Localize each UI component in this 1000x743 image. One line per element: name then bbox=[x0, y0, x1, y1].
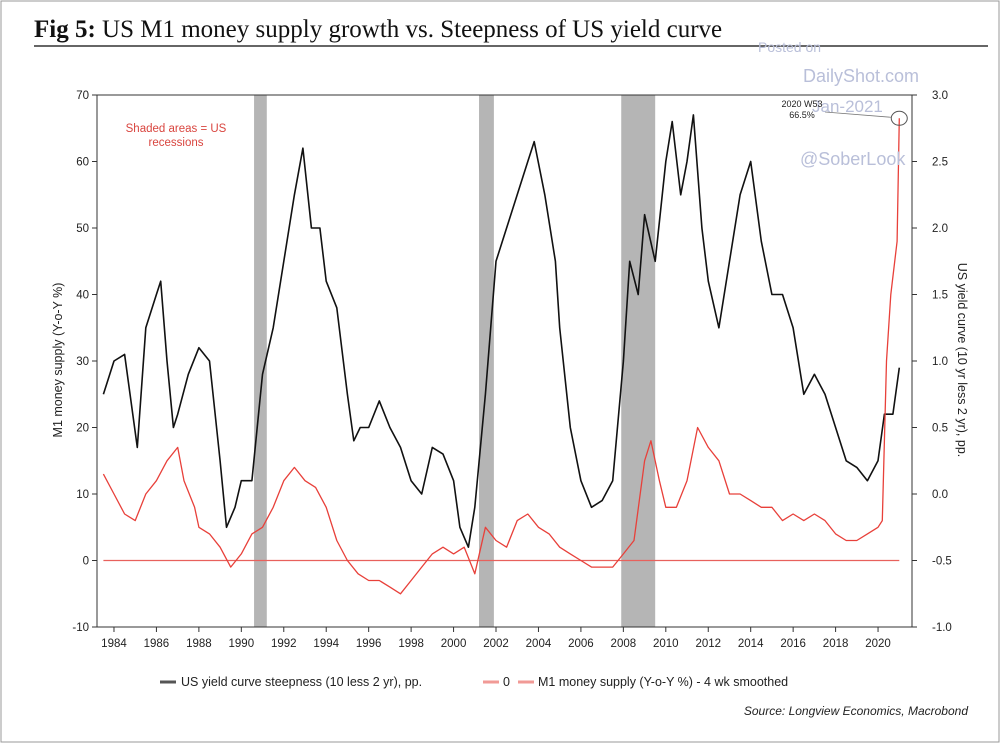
y-left-tick-label: 10 bbox=[76, 489, 89, 501]
y-axis-right-label: US yield curve (10 yr less 2 yr), pp. bbox=[955, 263, 969, 458]
watermark-site: DailyShot.com bbox=[803, 66, 919, 86]
y-right-tick-label: 2.0 bbox=[932, 223, 948, 235]
plot-area: 706050403020100-103.02.52.01.51.00.50.0-… bbox=[72, 90, 951, 650]
y-left-tick-label: 40 bbox=[76, 290, 89, 302]
annotation-leader bbox=[824, 111, 892, 118]
x-tick-label: 2008 bbox=[611, 638, 637, 650]
watermark-handle: @SoberLook bbox=[800, 149, 906, 169]
plot-frame bbox=[96, 94, 913, 628]
watermark-date: Jan-2021 bbox=[812, 97, 883, 116]
legend-label-m1: M1 money supply (Y-o-Y %) - 4 wk smoothe… bbox=[538, 675, 788, 689]
x-tick-label: 2000 bbox=[441, 638, 467, 650]
x-tick-label: 1988 bbox=[186, 638, 212, 650]
y-right-tick-label: 1.5 bbox=[932, 290, 948, 302]
x-tick-label: 2002 bbox=[483, 638, 509, 650]
watermark-posted: Posted on bbox=[758, 39, 821, 55]
x-tick-label: 2018 bbox=[823, 638, 849, 650]
y-left-tick-label: 50 bbox=[76, 223, 89, 235]
shading-annotation: Shaded areas = US recessions bbox=[126, 123, 227, 149]
point-annotation-label2: 66.5% bbox=[789, 110, 815, 120]
title-text: US M1 money supply growth vs. Steepness … bbox=[102, 16, 722, 43]
y-right-tick-label: -1.0 bbox=[932, 622, 952, 634]
y-right-tick-label: -0.5 bbox=[932, 556, 952, 568]
chart-title: Fig 5: US M1 money supply growth vs. Ste… bbox=[34, 16, 722, 43]
y-axis-left-label: M1 money supply (Y-o-Y %) bbox=[51, 283, 65, 438]
recession-band bbox=[479, 95, 494, 627]
x-tick-label: 2016 bbox=[780, 638, 806, 650]
y-left-tick-label: 70 bbox=[76, 90, 89, 102]
x-tick-label: 1998 bbox=[398, 638, 424, 650]
series-yield-curve-line bbox=[102, 114, 901, 549]
point-annotation-label1: 2020 W53 bbox=[781, 99, 822, 109]
y-right-tick-label: 2.5 bbox=[932, 157, 948, 169]
y-left-tick-label: 60 bbox=[76, 157, 89, 169]
y-right-tick-label: 1.0 bbox=[932, 356, 948, 368]
legend-label-zero: 0 bbox=[503, 675, 510, 689]
x-tick-label: 1996 bbox=[356, 638, 382, 650]
y-left-tick-label: -10 bbox=[72, 622, 89, 634]
x-tick-label: 1994 bbox=[313, 638, 339, 650]
y-left-tick-label: 20 bbox=[76, 423, 89, 435]
recession-band bbox=[621, 95, 656, 627]
x-tick-label: 1986 bbox=[144, 638, 170, 650]
fig-label: Fig 5: bbox=[34, 16, 96, 43]
x-tick-label: 2014 bbox=[738, 638, 764, 650]
x-tick-label: 1984 bbox=[101, 638, 127, 650]
shading-annotation-line2: recessions bbox=[149, 137, 204, 149]
x-tick-label: 2010 bbox=[653, 638, 679, 650]
legend: US yield curve steepness (10 less 2 yr),… bbox=[160, 675, 788, 689]
x-tick-label: 2012 bbox=[695, 638, 721, 650]
recession-band bbox=[254, 95, 267, 627]
x-tick-label: 1992 bbox=[271, 638, 297, 650]
x-tick-label: 1990 bbox=[229, 638, 255, 650]
y-left-tick-label: 30 bbox=[76, 356, 89, 368]
x-tick-label: 2006 bbox=[568, 638, 594, 650]
x-tick-label: 2004 bbox=[526, 638, 552, 650]
x-tick-label: 2020 bbox=[865, 638, 891, 650]
legend-label-yield: US yield curve steepness (10 less 2 yr),… bbox=[181, 675, 422, 689]
series-m1-line bbox=[102, 118, 900, 595]
annotation-circle bbox=[890, 110, 908, 126]
y-right-tick-label: 0.0 bbox=[932, 489, 948, 501]
y-left-tick-label: 0 bbox=[83, 556, 89, 568]
source-note: Source: Longview Economics, Macrobond bbox=[744, 704, 968, 718]
shading-annotation-line1: Shaded areas = US bbox=[126, 123, 227, 135]
y-right-tick-label: 0.5 bbox=[932, 423, 948, 435]
y-right-tick-label: 3.0 bbox=[932, 90, 948, 102]
